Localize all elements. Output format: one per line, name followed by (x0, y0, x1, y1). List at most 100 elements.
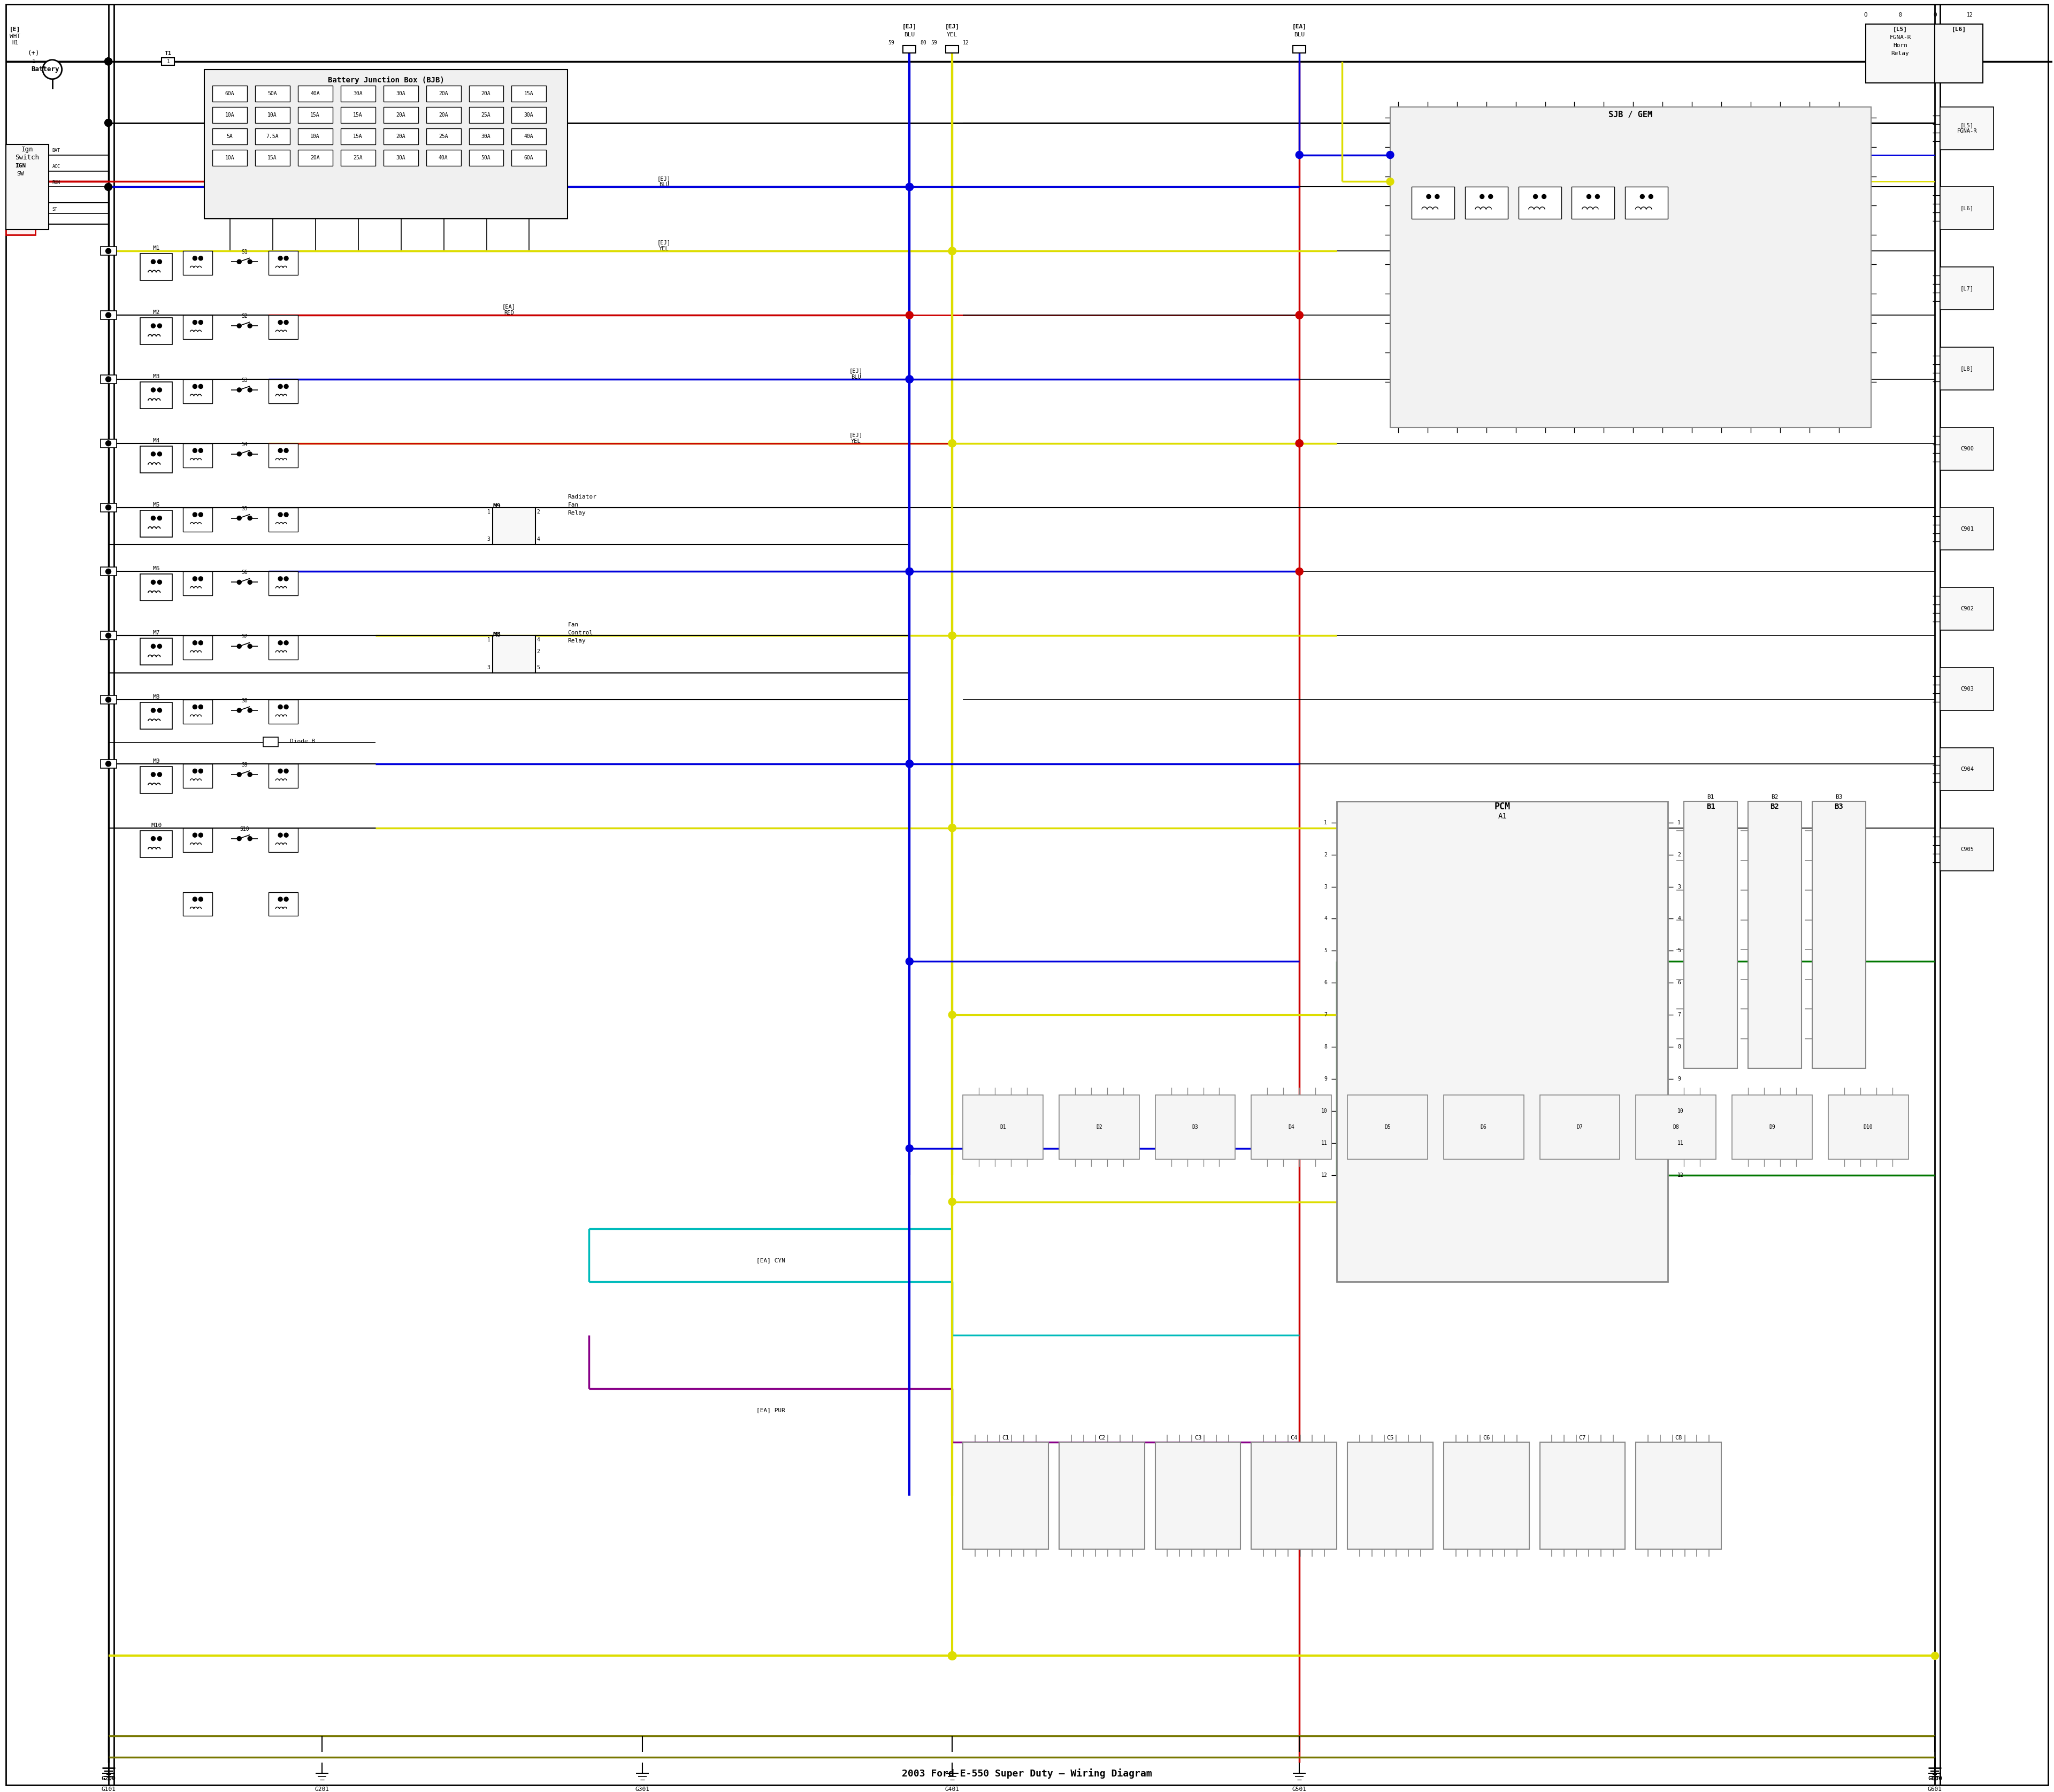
Bar (183, 507, 212, 532)
Circle shape (236, 452, 240, 457)
Bar (468, 86, 503, 102)
Bar (183, 315, 212, 339)
Bar (1941, 267, 1994, 310)
Bar (1347, 1443, 1434, 1548)
Bar (101, 760, 117, 769)
Circle shape (158, 387, 162, 392)
Text: 1: 1 (487, 509, 491, 514)
Circle shape (152, 324, 156, 328)
Circle shape (193, 642, 197, 645)
Circle shape (277, 321, 283, 324)
Text: [L6]: [L6] (1960, 206, 1974, 211)
Text: 10: 10 (1321, 1107, 1327, 1113)
Bar (101, 247, 117, 254)
Circle shape (158, 452, 162, 457)
Circle shape (283, 321, 288, 324)
Text: D6: D6 (1481, 1124, 1487, 1129)
Bar (140, 254, 173, 280)
Circle shape (236, 772, 240, 776)
Text: 40A: 40A (438, 154, 448, 159)
Text: M7: M7 (152, 631, 160, 636)
Text: 4: 4 (536, 638, 540, 643)
Text: 30A: 30A (524, 113, 534, 118)
Text: M1: M1 (152, 246, 160, 251)
Text: 5: 5 (536, 665, 540, 670)
Circle shape (199, 769, 203, 772)
Circle shape (906, 183, 914, 190)
Text: 15A: 15A (353, 134, 362, 138)
Bar (493, 507, 536, 545)
Circle shape (1588, 194, 1592, 199)
Text: Relay: Relay (1892, 50, 1910, 56)
Circle shape (277, 513, 283, 516)
Circle shape (949, 439, 955, 446)
Text: Battery: Battery (31, 66, 60, 73)
Text: BAT: BAT (51, 149, 60, 152)
Bar (255, 129, 290, 143)
Circle shape (1428, 194, 1432, 199)
Text: C905: C905 (1960, 846, 1974, 851)
Circle shape (906, 760, 914, 767)
Text: T1: T1 (164, 50, 173, 56)
Text: 10A: 10A (267, 113, 277, 118)
Circle shape (906, 183, 914, 190)
Text: PCM: PCM (1495, 801, 1510, 812)
Bar (269, 892, 298, 916)
Text: 2: 2 (536, 509, 540, 514)
Circle shape (1296, 151, 1302, 159)
Text: 15A: 15A (267, 154, 277, 159)
Text: S5: S5 (242, 505, 249, 511)
Text: 12: 12 (1966, 13, 1972, 18)
Text: 25A: 25A (481, 113, 491, 118)
Bar (101, 375, 117, 383)
Circle shape (1296, 439, 1302, 446)
Text: O: O (1863, 13, 1867, 18)
Text: C901: C901 (1960, 527, 1974, 532)
Bar (1391, 108, 1871, 426)
Bar (269, 572, 298, 595)
Circle shape (152, 581, 156, 584)
Bar (269, 763, 298, 788)
Text: C6: C6 (1483, 1435, 1489, 1441)
Bar (140, 830, 173, 857)
Bar (493, 636, 536, 674)
Circle shape (105, 312, 111, 317)
Bar (425, 108, 460, 124)
Text: SW: SW (16, 170, 25, 176)
Bar (212, 86, 246, 102)
Circle shape (277, 769, 283, 772)
Bar (269, 507, 298, 532)
Text: B3: B3 (1834, 803, 1842, 810)
Circle shape (906, 312, 914, 319)
Text: [EJ]
BLU: [EJ] BLU (850, 367, 863, 380)
Text: M9: M9 (152, 758, 160, 763)
Text: [EJ]
YEL: [EJ] YEL (850, 432, 863, 444)
Bar (140, 382, 173, 409)
Circle shape (249, 708, 253, 713)
Circle shape (906, 376, 914, 383)
Bar (945, 45, 959, 54)
Bar (255, 86, 290, 102)
Text: 30A: 30A (481, 134, 491, 138)
Text: 1: 1 (487, 638, 491, 643)
Bar (511, 149, 546, 165)
Text: 30A: 30A (353, 91, 362, 97)
Circle shape (1436, 194, 1440, 199)
Bar (298, 86, 333, 102)
Text: 10A: 10A (310, 134, 320, 138)
Text: S7: S7 (242, 634, 249, 640)
Text: G401: G401 (945, 1787, 959, 1792)
Text: SJB / GEM: SJB / GEM (1608, 111, 1653, 118)
Text: 20A: 20A (310, 154, 320, 159)
Circle shape (105, 249, 111, 254)
Bar (183, 699, 212, 724)
Bar (1154, 1443, 1241, 1548)
Text: BLU: BLU (904, 32, 914, 38)
Text: S3: S3 (242, 378, 249, 383)
Bar (140, 573, 173, 600)
Text: 50A: 50A (481, 154, 491, 159)
Bar (1941, 186, 1994, 229)
Bar (101, 439, 117, 448)
Text: (+): (+) (27, 50, 39, 57)
Bar (341, 129, 376, 143)
